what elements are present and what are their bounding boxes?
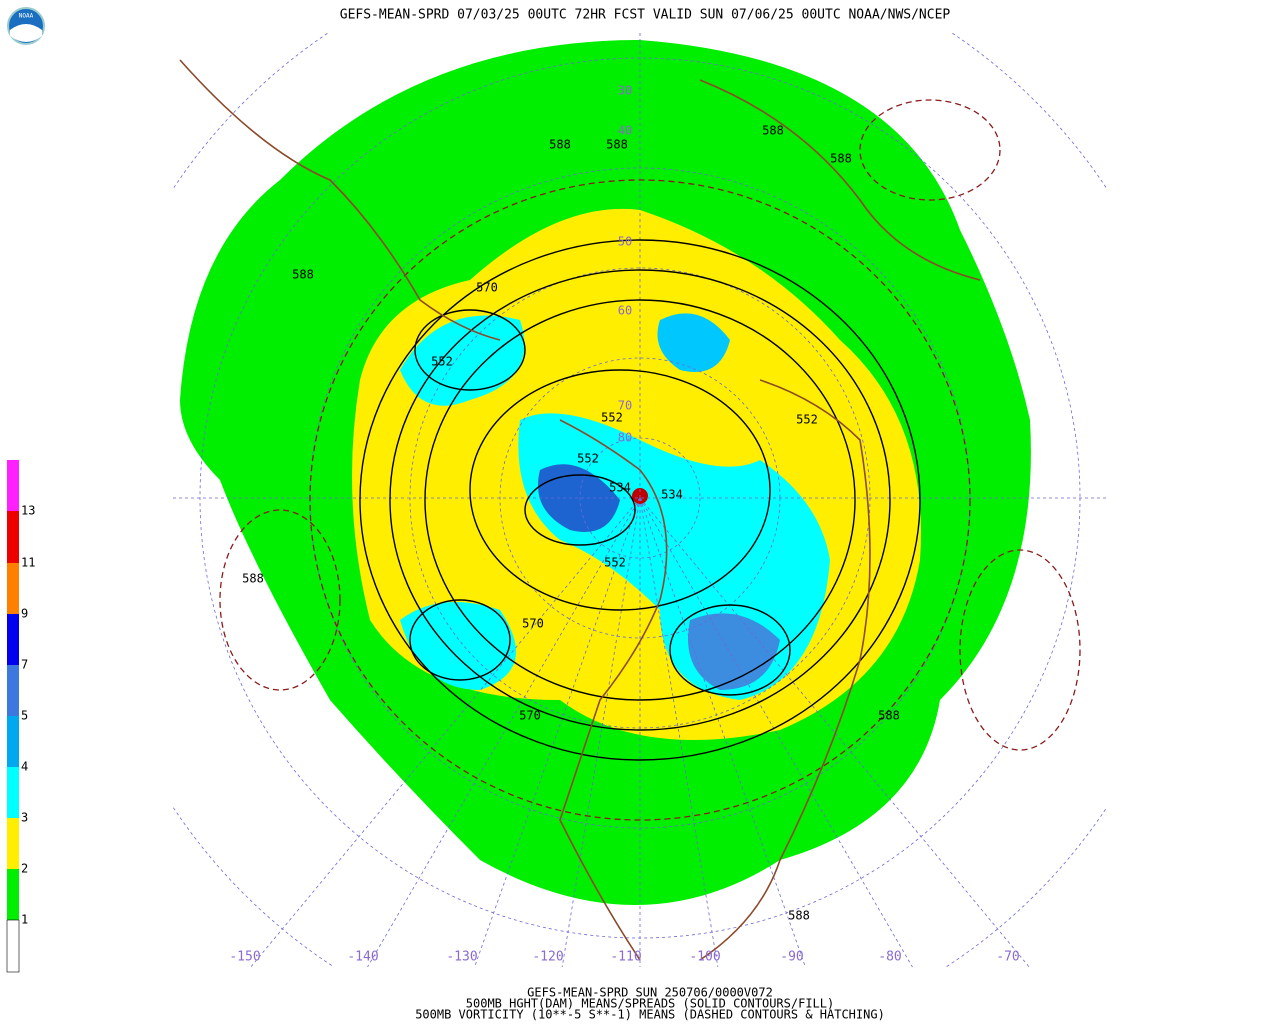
contour-label: 588 [762, 124, 784, 138]
contour-label: 552 [431, 355, 453, 369]
legend-label: 1 [21, 913, 28, 927]
latitude-label: 80 [618, 431, 632, 445]
legend [6, 460, 20, 973]
legend-swatch [7, 511, 19, 563]
legend-swatch [7, 818, 19, 869]
latitude-label: 50 [618, 235, 632, 249]
legend-swatch [7, 869, 19, 920]
contour-label: 570 [476, 281, 498, 295]
contour-label: 588 [606, 138, 628, 152]
longitude-label: -70 [996, 950, 1019, 965]
legend-swatch [7, 614, 19, 665]
height-contours [359, 239, 921, 761]
footer-line: GEFS-MEAN-SPRD SUN 250706/0000V072 [527, 986, 773, 1000]
contour-label: 588 [788, 909, 810, 923]
legend-swatch [7, 767, 19, 818]
title: GEFS-MEAN-SPRD 07/03/25 00UTC 72HR FCST … [340, 8, 951, 23]
legend-label: 2 [21, 862, 28, 876]
latitude-label: 70 [618, 399, 632, 413]
spread-fill-7 [688, 613, 780, 690]
latitude-label: 30 [618, 84, 632, 98]
footer-line: 500MB HGHT(DAM) MEANS/SPREADS (SOLID CON… [466, 997, 834, 1011]
latitude-label: 40 [618, 124, 632, 138]
legend-swatch [7, 716, 19, 767]
legend-label: 9 [21, 607, 28, 621]
graticule [173, 33, 1107, 967]
legend-swatch [7, 665, 19, 716]
contour-label: 588 [292, 268, 314, 282]
legend-swatch [6, 919, 20, 973]
map [173, 33, 1107, 967]
contour-label: 570 [522, 617, 544, 631]
longitude-label: -120 [532, 950, 563, 965]
legend-label: 5 [21, 709, 28, 723]
footer-line: 500MB VORTICITY (10**-5 S**-1) MEANS (DA… [415, 1008, 885, 1022]
contour-label: 552 [796, 413, 818, 427]
legend-label: 11 [21, 556, 35, 570]
legend-label: 13 [21, 504, 35, 518]
contour-label: 534 [609, 481, 631, 495]
longitude-label: -100 [689, 950, 720, 965]
contour-label: 552 [577, 452, 599, 466]
contour-label: 588 [242, 572, 264, 586]
longitude-label: -140 [347, 950, 378, 965]
contour-label: 570 [519, 709, 541, 723]
contour-label: 552 [601, 411, 623, 425]
legend-swatch [7, 460, 19, 511]
legend-swatch [7, 563, 19, 614]
longitude-label: -80 [878, 950, 901, 965]
longitude-label: -130 [446, 950, 477, 965]
vorticity-contours [219, 99, 1081, 821]
spread-fill-8 [657, 313, 730, 372]
longitude-label: -90 [780, 950, 803, 965]
logo-text: NOAA [19, 13, 34, 20]
contour-label: 552 [604, 556, 626, 570]
logo-wave [10, 24, 42, 42]
longitude-label: -150 [229, 950, 260, 965]
longitude-label: -110 [610, 950, 641, 965]
contour-label: 588 [830, 152, 852, 166]
spread-fill-6 [538, 464, 620, 532]
latitude-label: 60 [618, 304, 632, 318]
legend-label: 4 [21, 760, 28, 774]
coastlines [179, 59, 981, 961]
contour-label: 588 [878, 709, 900, 723]
contour-label: 588 [549, 138, 571, 152]
legend-label: 7 [21, 658, 28, 672]
legend-label: 3 [21, 811, 28, 825]
labels: 588 588 588 588 588 588 588 588 570 570 570 552 552 5… [229, 84, 1019, 965]
contour-label: 534 [661, 488, 683, 502]
